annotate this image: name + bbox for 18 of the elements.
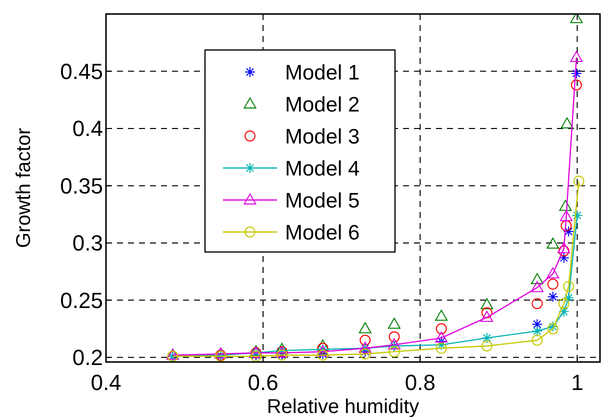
legend-label: Model 1	[285, 61, 360, 84]
legend-label: Model 5	[285, 189, 360, 212]
y-tick-label: 0.2	[72, 345, 103, 370]
y-tick-label: 0.25	[60, 288, 103, 313]
x-tick-label: 0.8	[404, 370, 436, 395]
x-tick-label: 0.6	[248, 370, 278, 395]
legend-label: Model 4	[285, 157, 360, 180]
x-tick-label: 1	[571, 370, 584, 395]
y-tick-label: 0.45	[60, 58, 103, 84]
legend-label: Model 6	[285, 221, 360, 244]
x-axis-title: Relative humidity	[266, 396, 420, 417]
legend-label: Model 3	[285, 125, 360, 148]
y-tick-label: 0.35	[60, 173, 103, 198]
y-axis-title: Growth factor	[13, 128, 35, 248]
legend-label: Model 2	[285, 93, 360, 116]
y-tick-label: 0.4	[72, 116, 103, 142]
y-tick-label: 0.3	[72, 230, 103, 256]
x-tick-label: 0.4	[90, 370, 122, 395]
